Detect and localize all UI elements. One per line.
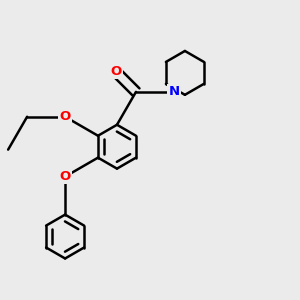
Text: O: O: [59, 170, 71, 183]
Text: N: N: [168, 85, 179, 98]
Text: O: O: [110, 65, 122, 78]
Text: O: O: [59, 110, 71, 123]
